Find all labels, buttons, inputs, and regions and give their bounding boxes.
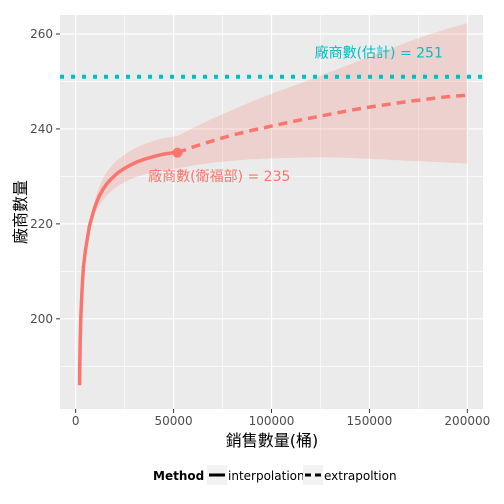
observed-point xyxy=(172,147,183,158)
x-tick-label: 150000 xyxy=(347,414,393,428)
legend: Method interpolation extrapoltion xyxy=(153,465,397,485)
x-tick-label: 0 xyxy=(72,414,80,428)
annotation-label: 廠商數(衛福部) = 235 xyxy=(148,168,290,185)
legend-label-interpolation: interpolation xyxy=(228,469,305,483)
observed-points xyxy=(172,147,183,158)
ribbon-interpolation xyxy=(79,136,178,386)
legend-title: Method xyxy=(153,469,204,483)
x-tick-label: 200000 xyxy=(444,414,490,428)
y-tick-label: 240 xyxy=(30,122,53,136)
legend-key-extrapoltion xyxy=(303,465,323,485)
x-tick-label: 50000 xyxy=(154,414,192,428)
y-tick-label: 200 xyxy=(30,312,53,326)
x-axis-ticks: 0 50000 100000 150000 200000 xyxy=(72,409,490,428)
major-gridlines xyxy=(60,15,483,409)
line-interpolation xyxy=(77,150,178,386)
x-tick-label: 100000 xyxy=(249,414,295,428)
y-tick-label: 220 xyxy=(30,217,53,231)
y-axis-ticks: 200 220 240 260 xyxy=(30,27,60,326)
legend-label-extrapoltion: extrapoltion xyxy=(324,469,397,483)
y-tick-label: 260 xyxy=(30,27,53,41)
y-axis-title: 廠商數量 xyxy=(11,180,30,244)
annotation-label: 廠商數(估計) = 251 xyxy=(315,45,443,62)
x-axis-title: 銷售數量(桶) xyxy=(226,431,319,450)
annotations: 廠商數(衛福部) = 235 廠商數(估計) = 251 xyxy=(148,45,443,185)
series-lines xyxy=(77,93,468,386)
line-extrapoltion xyxy=(176,93,468,155)
